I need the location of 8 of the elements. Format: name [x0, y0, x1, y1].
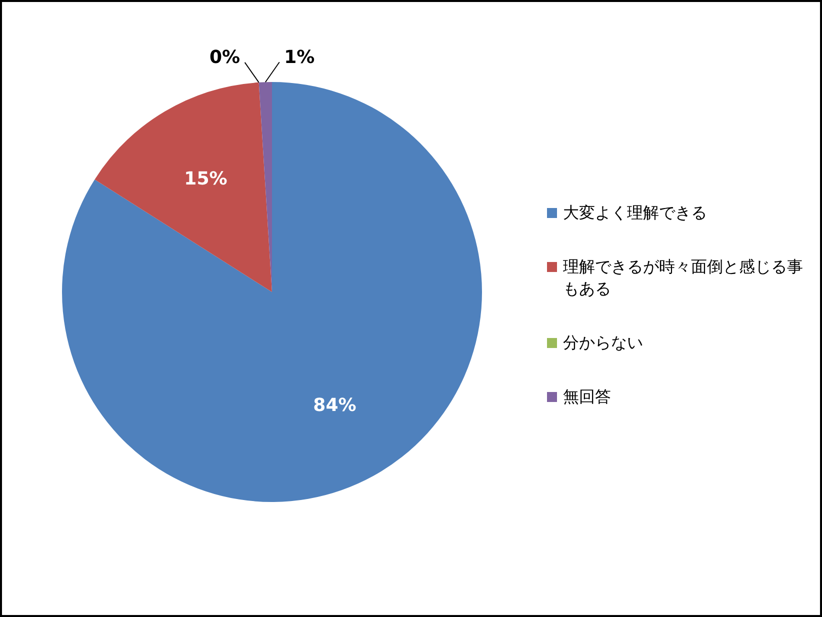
legend-label: 分からない — [563, 332, 643, 354]
legend-label: 理解できるが時々面倒と感じる事もある — [563, 256, 804, 300]
data-label: 15% — [184, 168, 228, 190]
legend-label: 大変よく理解できる — [563, 202, 707, 224]
data-label: 84% — [313, 394, 356, 416]
legend-label: 無回答 — [563, 386, 611, 408]
text: 0% — [210, 47, 240, 68]
data-label: 1% — [284, 46, 315, 68]
